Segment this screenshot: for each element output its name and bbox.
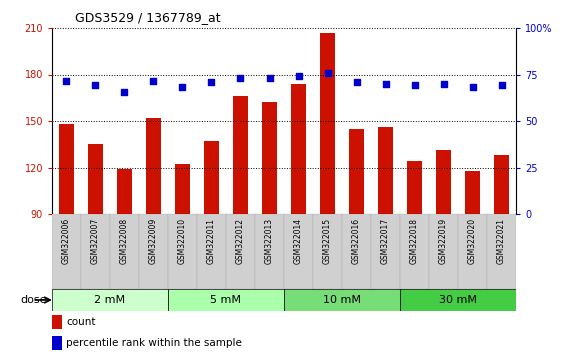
Text: GSM322013: GSM322013 [265, 218, 274, 264]
Text: GSM322007: GSM322007 [91, 218, 100, 264]
Point [468, 84, 477, 90]
Point [207, 79, 216, 85]
Text: 30 mM: 30 mM [439, 295, 477, 305]
Bar [429, 214, 458, 289]
Point [236, 75, 245, 80]
Text: GSM322009: GSM322009 [149, 218, 158, 264]
Bar [378, 127, 393, 214]
Text: GSM322017: GSM322017 [381, 218, 390, 264]
Bar [197, 214, 226, 289]
Bar [494, 155, 509, 214]
Text: GSM322018: GSM322018 [410, 218, 419, 264]
Bar [52, 289, 168, 311]
Text: GSM322019: GSM322019 [439, 218, 448, 264]
Text: GSM322011: GSM322011 [207, 218, 216, 264]
Bar [226, 214, 255, 289]
Text: GSM322016: GSM322016 [352, 218, 361, 264]
Point [62, 78, 71, 84]
Bar [52, 336, 62, 350]
Point [91, 82, 100, 88]
Bar [204, 141, 219, 214]
Bar [175, 164, 190, 214]
Bar [88, 144, 103, 214]
Point [265, 75, 274, 80]
Bar [465, 171, 480, 214]
Point [352, 79, 361, 85]
Bar [146, 118, 161, 214]
Bar [168, 214, 197, 289]
Text: GSM322020: GSM322020 [468, 218, 477, 264]
Point [323, 70, 332, 76]
Bar [284, 289, 400, 311]
Text: 5 mM: 5 mM [210, 295, 241, 305]
Text: GSM322010: GSM322010 [178, 218, 187, 264]
Bar [262, 102, 277, 214]
Point [149, 78, 158, 84]
Bar [436, 150, 450, 214]
Text: GSM322006: GSM322006 [62, 218, 71, 264]
Text: 10 mM: 10 mM [323, 295, 361, 305]
Bar [458, 214, 487, 289]
Point [381, 81, 390, 87]
Bar [291, 84, 306, 214]
Bar [233, 96, 248, 214]
Text: 2 mM: 2 mM [94, 295, 126, 305]
Bar [313, 214, 342, 289]
Bar [255, 214, 284, 289]
Point [120, 89, 129, 95]
Bar [400, 289, 516, 311]
Text: percentile rank within the sample: percentile rank within the sample [66, 338, 242, 348]
Bar [52, 214, 81, 289]
Point [410, 82, 419, 88]
Bar [284, 214, 313, 289]
Text: GSM322012: GSM322012 [236, 218, 245, 264]
Bar [407, 161, 422, 214]
Bar [168, 289, 284, 311]
Bar [81, 214, 110, 289]
Point [439, 81, 448, 87]
Bar [139, 214, 168, 289]
Point [294, 73, 303, 79]
Bar [110, 214, 139, 289]
Point [497, 82, 506, 88]
Bar [487, 214, 516, 289]
Text: GSM322008: GSM322008 [120, 218, 129, 264]
Bar [59, 124, 73, 214]
Point [178, 84, 187, 90]
Bar [320, 33, 335, 214]
Bar [117, 169, 132, 214]
Bar [342, 214, 371, 289]
Text: count: count [66, 317, 95, 327]
Text: dose: dose [20, 295, 47, 305]
Bar [400, 214, 429, 289]
Bar [350, 129, 364, 214]
Bar [371, 214, 400, 289]
Bar [52, 315, 62, 329]
Text: GDS3529 / 1367789_at: GDS3529 / 1367789_at [75, 11, 221, 24]
Text: GSM322021: GSM322021 [497, 218, 506, 264]
Text: GSM322015: GSM322015 [323, 218, 332, 264]
Text: GSM322014: GSM322014 [294, 218, 303, 264]
